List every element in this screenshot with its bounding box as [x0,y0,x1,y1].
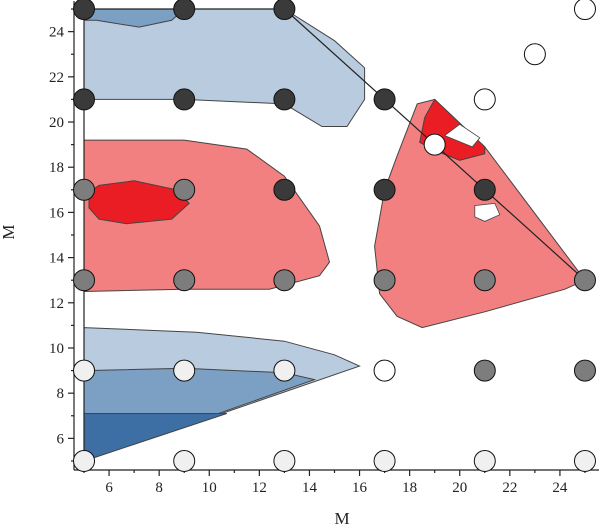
y-tick-label-20: 20 [49,115,64,131]
y-tick-label-14: 14 [49,251,65,267]
x-tick-label-16: 16 [352,480,368,496]
point-point-dark-9-25 [173,0,196,21]
point-point-mid-21-9 [473,359,496,382]
x-axis-title: M [334,509,349,528]
x-tick-label-12: 12 [252,480,267,496]
point-point-dark-5-21 [73,88,96,111]
point-point-white-23-23 [523,43,546,66]
point-point-dark-13-17 [273,178,296,201]
x-tick-label-22: 22 [502,480,517,496]
point-point-light-9-5 [173,449,196,472]
point-point-mid-9-13 [173,269,196,292]
white-hole-2 [474,202,501,222]
contour-region-dark-blue-9 [83,413,227,462]
x-tick-label-24: 24 [552,480,568,496]
point-point-light-9-9 [173,359,196,382]
contour-region-salmon-3 [83,139,331,293]
point-point-dark-9-21 [173,88,196,111]
point-point-light-17-5 [373,449,396,472]
point-point-dark-13-25 [273,0,296,21]
point-point-mid-17-13 [373,269,396,292]
y-tick-label-22: 22 [49,70,64,86]
x-ticks: 6 8 10 12 14 16 18 20 22 24 [83,470,586,496]
point-point-white-17-9 [373,359,396,382]
contour-regions [83,8,586,462]
point-point-mid-9-17 [173,178,196,201]
contour-region-red-4 [88,180,190,225]
point-point-mid-21-13 [473,269,496,292]
y-ticks: 6 8 10 12 14 16 18 20 22 24 [49,8,74,462]
point-point-mid-25-9 [573,359,596,382]
x-tick-label-10: 10 [202,480,217,496]
point-point-dark-21-17 [473,178,496,201]
y-tick-label-8: 8 [57,386,65,402]
point-point-white-19-19 [423,133,446,156]
point-point-light-5-5 [73,449,96,472]
y-tick-label-18: 18 [49,160,64,176]
point-point-white-25-25 [573,0,596,21]
point-point-light-13-9 [273,359,296,382]
y-tick-label-24: 24 [49,25,65,41]
x-tick-label-14: 14 [302,480,318,496]
y-axis-title: M [0,224,18,239]
x-tick-label-18: 18 [402,480,417,496]
contour-region-light-blue-1 [83,8,366,127]
point-point-mid-5-13 [73,269,96,292]
point-point-dark-17-21 [373,88,396,111]
point-point-dark-13-21 [273,88,296,111]
point-point-mid-25-13 [573,269,596,292]
point-point-light-13-5 [273,449,296,472]
point-point-light-21-5 [473,449,496,472]
y-tick-label-10: 10 [49,341,64,357]
white-hole-1 [443,123,481,148]
point-point-dark-5-25 [73,0,96,21]
point-point-light-5-9 [73,359,96,382]
y-tick-label-12: 12 [49,296,64,312]
y-tick-label-6: 6 [57,431,65,447]
x-tick-label-20: 20 [452,480,467,496]
x-tick-label-8: 8 [155,480,163,496]
point-point-white-21-21 [473,88,496,111]
white-holes [443,123,501,222]
data-points [73,0,596,472]
point-point-mid-5-17 [73,178,96,201]
point-point-mid-13-13 [273,269,296,292]
y-tick-label-16: 16 [49,205,65,221]
point-point-dark-17-17 [373,178,396,201]
point-point-light-25-5 [573,449,596,472]
x-tick-label-6: 6 [105,480,113,496]
